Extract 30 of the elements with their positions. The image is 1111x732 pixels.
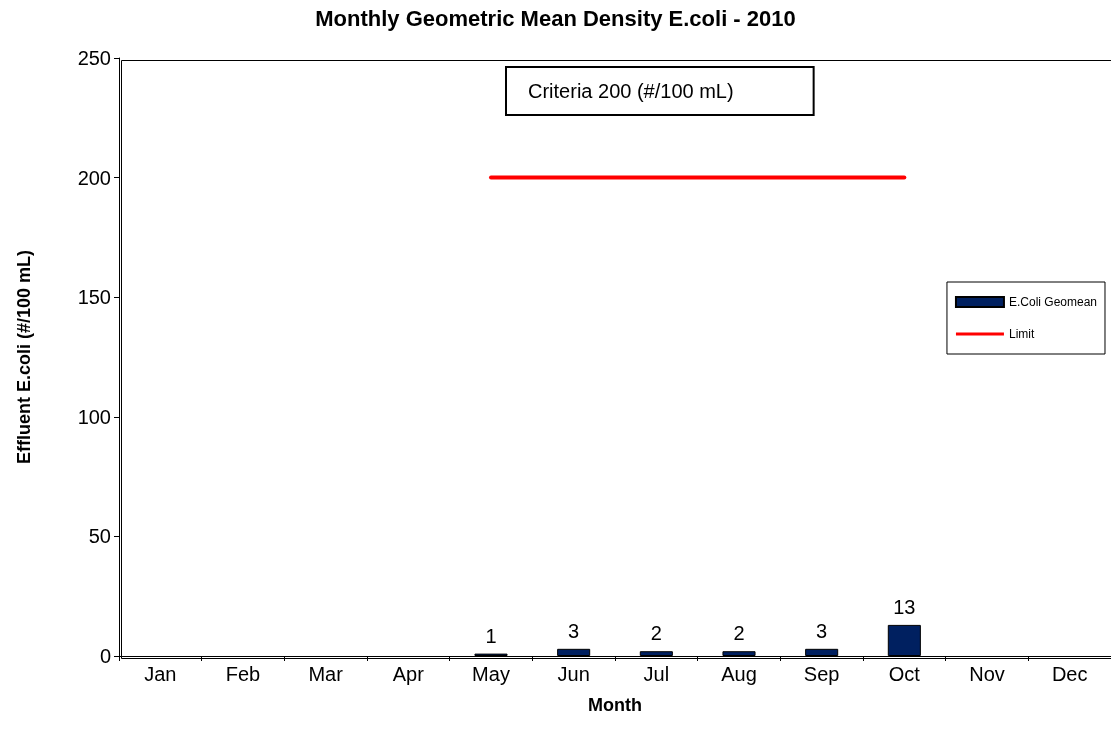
x-tick-label: Apr	[392, 663, 425, 685]
x-tick-label: Oct	[888, 663, 921, 685]
legend-label: E.Coli Geomean	[1008, 295, 1097, 309]
x-tick-label: Mar	[308, 663, 344, 685]
y-tick-label: 100	[77, 405, 111, 428]
chart-title: Monthly Geometric Mean Density E.coli - 2010	[315, 5, 796, 31]
annotation: Criteria 200 (#/100 mL)	[528, 80, 734, 102]
x-tick-label: Jan	[144, 663, 177, 685]
data-label: 3	[816, 619, 828, 642]
x-tick-label: Feb	[225, 663, 261, 685]
y-tick-label: 50	[88, 525, 111, 548]
x-tick-label: Aug	[721, 663, 757, 685]
data-label: 2	[733, 622, 745, 645]
data-label: 3	[568, 619, 580, 642]
data-label: 13	[893, 595, 916, 618]
x-axis-title: Month	[588, 695, 642, 715]
legend-label: Limit	[1008, 327, 1035, 341]
data-label: 2	[650, 622, 662, 645]
y-tick-label: 150	[77, 286, 111, 309]
x-tick-label: Dec	[1051, 663, 1088, 685]
y-tick-label: 250	[77, 47, 111, 69]
x-tick-label: Sep	[803, 663, 840, 685]
y-tick-label: 200	[77, 166, 111, 189]
x-tick-label: Jul	[643, 663, 670, 685]
y-tick-label: 0	[99, 645, 111, 667]
x-tick-label: Nov	[969, 663, 1005, 685]
y-axis-title: Effluent E.coli (#/100 mL)	[14, 249, 34, 465]
x-tick-label: May	[472, 663, 510, 685]
data-label: 1	[485, 624, 497, 647]
x-tick-label: Jun	[557, 663, 590, 685]
